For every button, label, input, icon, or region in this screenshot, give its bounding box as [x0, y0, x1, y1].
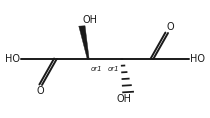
Text: HO: HO	[190, 54, 205, 64]
Text: O: O	[166, 22, 174, 32]
Text: OH: OH	[116, 94, 131, 104]
Polygon shape	[79, 26, 89, 59]
Text: OH: OH	[83, 15, 98, 25]
Text: or1: or1	[108, 66, 120, 72]
Text: HO: HO	[5, 54, 20, 64]
Text: or1: or1	[90, 66, 102, 72]
Text: O: O	[36, 86, 44, 96]
